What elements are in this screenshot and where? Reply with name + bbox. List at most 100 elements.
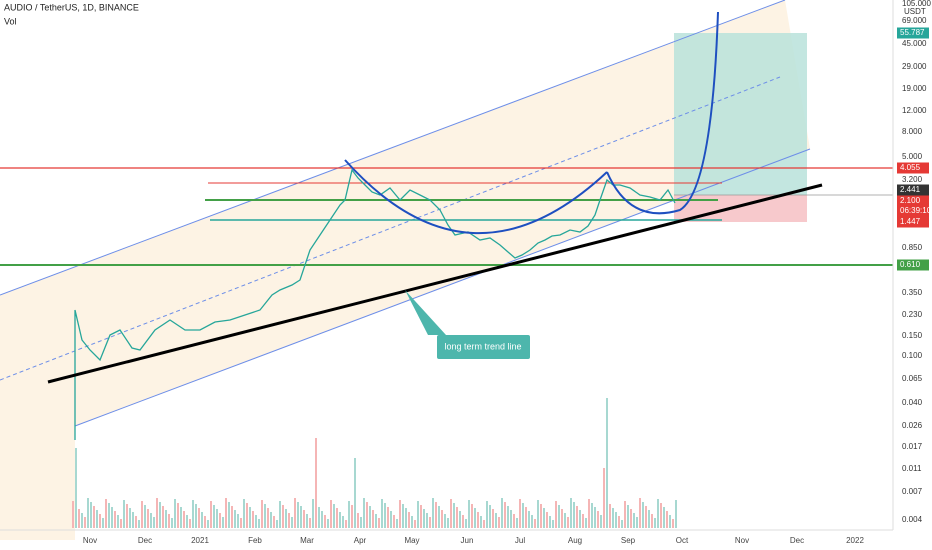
volume-bar <box>585 518 587 528</box>
volume-bar <box>576 506 578 528</box>
volume-bar <box>246 503 248 528</box>
volume-bar <box>579 510 581 528</box>
volume-bar <box>507 506 509 528</box>
volume-bar <box>363 498 365 528</box>
volume-bar <box>672 519 674 528</box>
volume-bar <box>603 468 605 528</box>
volume-bar <box>327 519 329 528</box>
volume-bar <box>441 510 443 528</box>
volume-bar <box>489 505 491 528</box>
price-label: 0.011 <box>902 464 922 473</box>
volume-bar <box>531 515 533 528</box>
volume-bar <box>612 508 614 528</box>
time-label: Nov <box>735 536 749 545</box>
volume-bar <box>411 516 413 528</box>
volume-bar <box>276 520 278 528</box>
cup-curve <box>606 11 719 215</box>
volume-bar <box>405 508 407 528</box>
price-label: 0.007 <box>902 487 923 496</box>
volume-bar <box>90 502 92 528</box>
price-label: 0.100 <box>902 351 923 360</box>
volume-bar <box>234 510 236 528</box>
volume-bar <box>474 508 476 528</box>
price-tag-text: 0.610 <box>900 260 921 269</box>
volume-bar <box>237 514 239 528</box>
volume-bar <box>606 398 608 528</box>
volume-bar <box>504 502 506 528</box>
price-tag-text: 2.100 <box>900 196 921 205</box>
volume-bar <box>84 517 86 528</box>
time-label: Mar <box>300 536 314 545</box>
volume-bar <box>510 510 512 528</box>
volume-bar <box>414 520 416 528</box>
volume-bar <box>123 500 125 528</box>
price-label: 8.000 <box>902 127 923 136</box>
volume-bar <box>477 512 479 528</box>
volume-bar <box>279 501 281 528</box>
time-label: Nov <box>83 536 97 545</box>
volume-bar <box>519 499 521 528</box>
price-label: 0.026 <box>902 421 923 430</box>
volume-bar <box>336 508 338 528</box>
volume-bar <box>438 506 440 528</box>
price-label: 45.000 <box>902 39 927 48</box>
time-label: Dec <box>138 536 152 545</box>
volume-bar <box>399 500 401 528</box>
volume-bar <box>129 508 131 528</box>
time-label: Aug <box>568 536 582 545</box>
volume-bar <box>663 507 665 528</box>
volume-bar <box>501 498 503 528</box>
volume-bar <box>450 499 452 528</box>
volume-bar <box>216 509 218 528</box>
volume-bar <box>432 498 434 528</box>
volume-bar <box>366 502 368 528</box>
volume-bar <box>252 511 254 528</box>
volume-bar <box>117 515 119 528</box>
volume-bar <box>306 514 308 528</box>
volume-bar <box>669 515 671 528</box>
volume-bar <box>582 514 584 528</box>
volume-bar <box>72 501 74 528</box>
volume-bar <box>228 502 230 528</box>
volume-bar <box>615 512 617 528</box>
annotation-text: long term trend line <box>444 341 521 351</box>
annotation-pointer <box>405 290 446 335</box>
volume-bar <box>468 500 470 528</box>
volume-bar <box>357 513 359 528</box>
time-label: May <box>404 536 419 545</box>
trend-line <box>47 183 823 384</box>
volume-bar <box>627 505 629 528</box>
price-tag <box>897 205 929 217</box>
volume-bar <box>324 515 326 528</box>
volume-bar <box>420 505 422 528</box>
price-label: 105.000 <box>902 0 931 8</box>
volume-bars <box>72 398 677 528</box>
volume-bar <box>636 517 638 528</box>
volume-bar <box>141 501 143 528</box>
volume-bar <box>492 509 494 528</box>
volume-bar <box>621 520 623 528</box>
volume-bar <box>78 509 80 528</box>
price-tag-text: 06:39:10 <box>900 206 932 215</box>
volume-bar <box>207 520 209 528</box>
volume-bar <box>543 508 545 528</box>
price-label: 0.230 <box>902 310 923 319</box>
volume-bar <box>549 516 551 528</box>
volume-bar <box>204 516 206 528</box>
volume-bar <box>651 514 653 528</box>
time-label: 2021 <box>191 536 209 545</box>
volume-bar <box>486 501 488 528</box>
volume-bar <box>408 512 410 528</box>
volume-bar <box>534 519 536 528</box>
volume-bar <box>639 498 641 528</box>
volume-bar <box>444 514 446 528</box>
volume-bar <box>567 517 569 528</box>
volume-bar <box>138 520 140 528</box>
volume-bar <box>312 499 314 528</box>
price-label: 5.000 <box>902 152 923 161</box>
volume-bar <box>267 508 269 528</box>
volume-bar <box>102 518 104 528</box>
time-label: Feb <box>248 536 262 545</box>
